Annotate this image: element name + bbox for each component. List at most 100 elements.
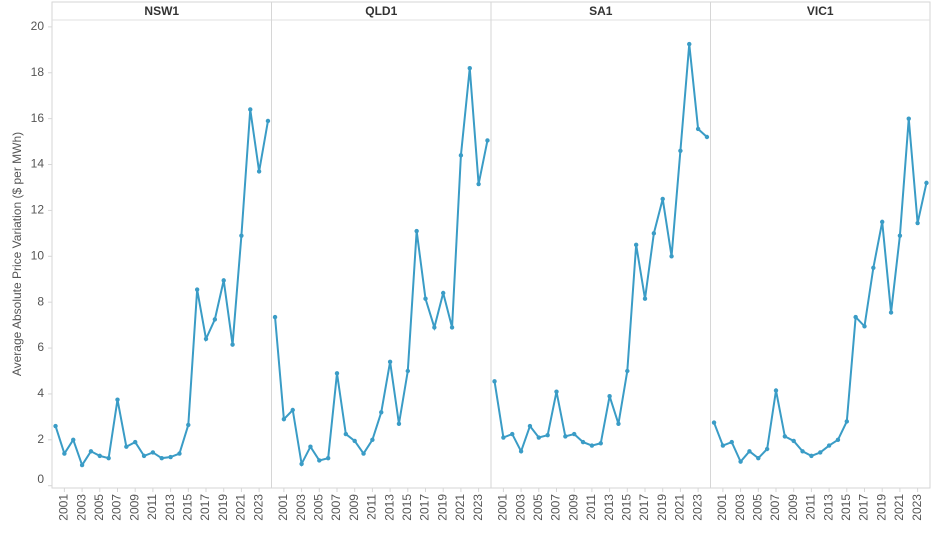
- point: [79, 462, 85, 468]
- point: [141, 453, 147, 459]
- point: [405, 368, 411, 374]
- x-tick-label: 2005: [92, 494, 106, 521]
- point: [124, 444, 129, 449]
- x-tick-label: 2021: [453, 494, 467, 521]
- y-tick-label: 18: [31, 65, 45, 79]
- point: [915, 220, 920, 226]
- point: [203, 336, 209, 342]
- point: [265, 118, 271, 124]
- x-tick-label: 2003: [74, 494, 88, 521]
- y-tick-label: 6: [37, 340, 44, 354]
- point: [281, 416, 287, 422]
- point: [660, 196, 665, 202]
- x-tick-label: 2013: [382, 494, 396, 521]
- point: [88, 449, 94, 454]
- x-tick-label: 2023: [690, 494, 704, 521]
- point: [159, 455, 164, 461]
- point: [370, 437, 375, 443]
- point: [230, 342, 235, 347]
- point: [308, 444, 313, 449]
- point: [62, 451, 67, 456]
- point: [432, 325, 437, 330]
- point: [527, 423, 533, 429]
- y-tick-label: 8: [37, 294, 44, 308]
- point: [747, 449, 752, 454]
- point: [476, 181, 481, 187]
- point: [756, 455, 761, 461]
- point: [256, 169, 262, 174]
- point: [325, 455, 331, 461]
- x-tick-label: 2001: [496, 494, 510, 521]
- x-tick-label: 2013: [821, 494, 835, 521]
- y-tick-label: 20: [31, 19, 45, 33]
- point: [571, 431, 577, 437]
- x-tick-label: 2001: [715, 494, 729, 521]
- x-tick-label: 2007: [110, 494, 124, 521]
- point: [633, 242, 639, 248]
- point: [150, 450, 156, 455]
- point: [290, 407, 295, 413]
- point: [449, 325, 455, 330]
- point: [248, 107, 253, 112]
- y-tick-label: 0: [37, 472, 44, 486]
- x-tick-label: 2019: [655, 494, 669, 521]
- point: [299, 461, 304, 467]
- x-tick-label: 2023: [471, 494, 485, 521]
- point: [132, 439, 138, 445]
- panel-title: QLD1: [365, 4, 397, 18]
- point: [221, 278, 226, 283]
- x-tick-label: 2007: [549, 494, 563, 521]
- point: [826, 443, 832, 448]
- point: [458, 153, 464, 158]
- point: [625, 368, 630, 374]
- x-tick-label: 2011: [365, 494, 379, 520]
- y-tick-label: 14: [31, 157, 45, 171]
- point: [510, 431, 515, 437]
- point: [177, 451, 182, 456]
- x-tick-label: 2015: [839, 494, 853, 521]
- x-tick-label: 2021: [234, 494, 248, 521]
- point: [317, 458, 322, 463]
- x-tick-label: 2003: [733, 494, 747, 521]
- x-tick-label: 2011: [584, 494, 598, 520]
- point: [687, 41, 692, 47]
- point: [589, 443, 595, 448]
- point: [518, 449, 524, 454]
- panel-title: VIC1: [807, 4, 834, 18]
- point: [272, 314, 278, 320]
- point: [239, 233, 244, 238]
- point: [97, 453, 102, 459]
- point: [563, 434, 568, 439]
- point: [492, 379, 497, 384]
- point: [782, 434, 788, 439]
- line: [54, 109, 269, 468]
- point: [536, 435, 541, 440]
- point: [738, 459, 743, 464]
- point: [773, 388, 779, 393]
- point: [168, 454, 173, 460]
- point: [467, 65, 472, 71]
- x-tick-label: 2013: [602, 494, 616, 521]
- point: [441, 290, 446, 296]
- x-tick-label: 2021: [673, 494, 687, 521]
- point: [71, 437, 76, 443]
- x-tick-label: 2005: [531, 494, 545, 521]
- x-tick-label: 2015: [400, 494, 414, 521]
- point: [871, 265, 876, 270]
- point: [720, 443, 726, 448]
- x-tick-label: 2005: [311, 494, 325, 521]
- x-tick-label: 2013: [163, 494, 177, 521]
- x-tick-label: 2019: [216, 494, 230, 521]
- x-tick-label: 2011: [145, 494, 159, 520]
- y-tick-label: 12: [31, 203, 45, 217]
- point: [334, 371, 340, 376]
- y-axis-label: Average Absolute Price Variation ($ per …: [10, 132, 24, 376]
- panel-title: NSW1: [144, 4, 179, 18]
- point: [607, 394, 612, 399]
- point: [669, 254, 674, 259]
- point: [106, 455, 111, 461]
- point: [501, 435, 506, 440]
- point: [764, 446, 770, 452]
- x-tick-label: 2019: [874, 494, 888, 521]
- y-tick-label: 2: [37, 432, 44, 446]
